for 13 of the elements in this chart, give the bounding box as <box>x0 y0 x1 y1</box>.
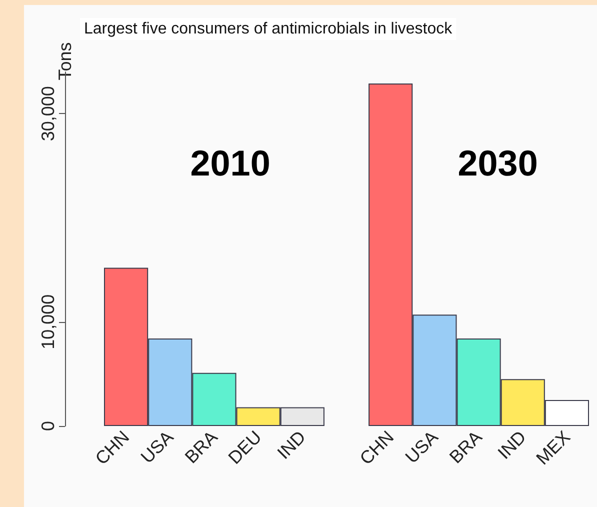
x-tick-label: IND <box>273 426 310 463</box>
x-tick-label: USA <box>401 426 442 468</box>
y-axis-title: Tons <box>55 42 75 80</box>
x-tick-label: IND <box>494 426 530 463</box>
chart-title: Largest five consumers of antimicrobials in livestock <box>84 20 454 38</box>
annotation: 2010 <box>190 142 270 184</box>
y-tick-label: 30,000 <box>38 86 58 142</box>
y-tick-label: 0 <box>38 420 58 432</box>
x-tick-label: BRA <box>181 426 222 468</box>
annotation: 2030 <box>458 142 538 184</box>
x-tick-label: USA <box>136 426 178 468</box>
y-tick-label: 10,000 <box>38 294 58 350</box>
x-tick-label: BRA <box>446 426 486 468</box>
